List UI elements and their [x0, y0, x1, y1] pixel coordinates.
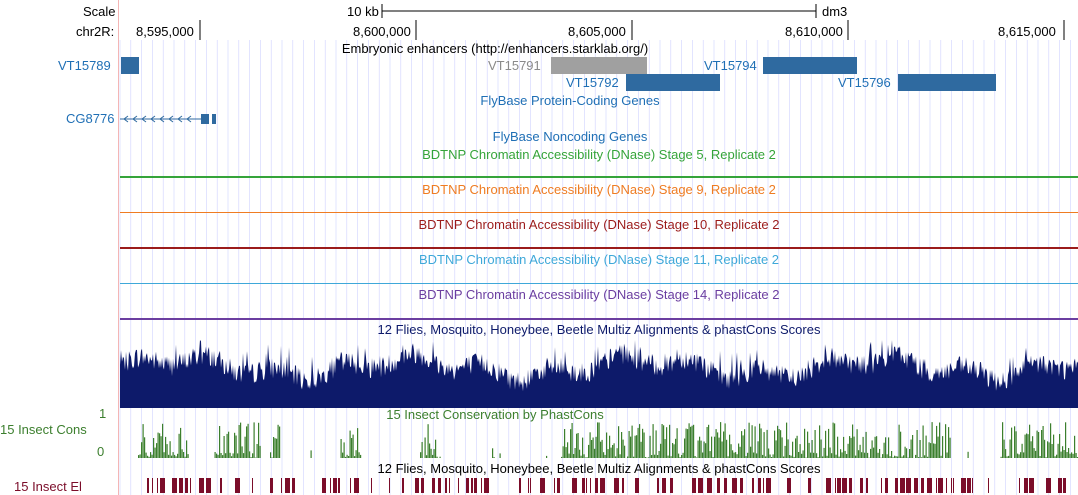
ruler-pos-4: 8,615,000 — [998, 24, 1056, 39]
track-title-dnase-stage10[interactable]: BDTNP Chromatin Accessibility (DNase) St… — [418, 217, 780, 232]
insect-cons-ymin: 0 — [97, 444, 105, 459]
enhancer-label-vt15789[interactable]: VT15789 — [58, 58, 111, 73]
track-title-insect-cons[interactable]: 15 Insect Conservation by PhastCons — [386, 407, 604, 422]
ruler-pos-0: 8,595,000 — [136, 24, 194, 39]
ruler-pos-1: 8,600,000 — [353, 24, 411, 39]
track-title-flybase-noncoding[interactable]: FlyBase Noncoding Genes — [492, 129, 648, 144]
track-title-enhancers[interactable]: Embryonic enhancers (http://enhancers.st… — [341, 41, 649, 56]
dnase-stage11-signal — [120, 283, 1078, 284]
enhancer-label-vt15796[interactable]: VT15796 — [838, 75, 891, 90]
track-title-insect-el[interactable]: 12 Flies, Mosquito, Honeybee, Beetle Mul… — [377, 461, 821, 476]
enhancer-feature-vt15791[interactable] — [551, 57, 647, 74]
enhancer-label-vt15791[interactable]: VT15791 — [488, 58, 541, 73]
track-title-dnase-stage5[interactable]: BDTNP Chromatin Accessibility (DNase) St… — [422, 147, 776, 162]
gene-model-cg8776[interactable] — [120, 111, 220, 127]
enhancer-label-vt15794[interactable]: VT15794 — [704, 58, 757, 73]
track-title-flybase-coding[interactable]: FlyBase Protein-Coding Genes — [480, 93, 660, 108]
scale-bar-text: 10 kb — [347, 4, 379, 19]
enhancer-feature-vt15792[interactable] — [626, 74, 720, 91]
insect-el-elements — [147, 478, 1066, 493]
enhancer-feature-vt15789[interactable] — [121, 57, 139, 74]
chrom-label: chr2R: — [76, 24, 115, 39]
enhancer-feature-vt15794[interactable] — [763, 57, 857, 74]
track-title-multiz[interactable]: 12 Flies, Mosquito, Honeybee, Beetle Mul… — [377, 322, 821, 337]
dnase-stage5-signal — [120, 176, 1078, 178]
insect-el-left-label[interactable]: 15 Insect El — [14, 479, 82, 494]
insect-cons-ymax: 1 — [99, 406, 107, 421]
enhancer-feature-vt15796[interactable] — [898, 74, 996, 91]
dnase-stage10-signal — [120, 247, 1078, 249]
multiz-phastcons-graph — [120, 340, 1078, 408]
scale-label: Scale — [83, 4, 116, 19]
insect-cons-graph — [138, 422, 1078, 458]
track-title-dnase-stage9[interactable]: BDTNP Chromatin Accessibility (DNase) St… — [422, 182, 776, 197]
track-title-dnase-stage11[interactable]: BDTNP Chromatin Accessibility (DNase) St… — [418, 252, 780, 267]
enhancer-label-vt15792[interactable]: VT15792 — [566, 75, 619, 90]
assembly-label: dm3 — [822, 4, 848, 19]
track-title-dnase-stage14[interactable]: BDTNP Chromatin Accessibility (DNase) St… — [418, 287, 780, 302]
gene-label-cg8776[interactable]: CG8776 — [66, 111, 115, 126]
ruler-pos-3: 8,610,000 — [785, 24, 843, 39]
scale-bar — [381, 4, 817, 18]
ruler-ticks — [199, 20, 1065, 40]
dnase-stage14-signal — [120, 318, 1078, 320]
insect-cons-left-label[interactable]: 15 Insect Cons — [0, 422, 87, 437]
ruler-pos-2: 8,605,000 — [568, 24, 626, 39]
dnase-stage9-signal — [120, 212, 1078, 213]
left-margin-line — [118, 0, 119, 495]
